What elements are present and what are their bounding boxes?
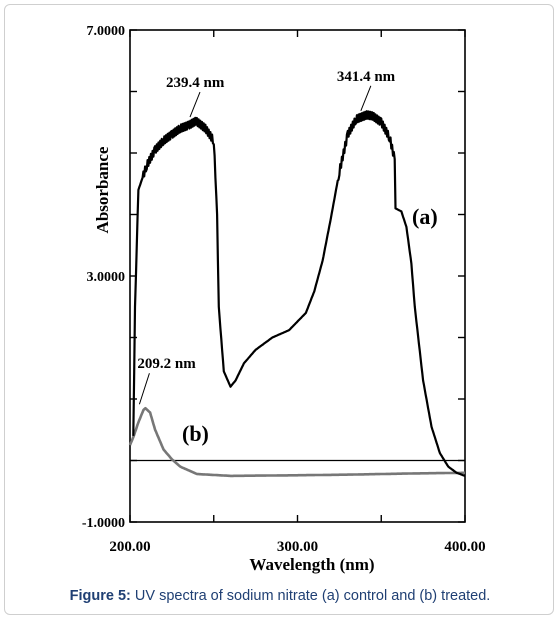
annotation-pointer	[189, 91, 201, 118]
x-tick-label: 200.00	[109, 539, 150, 555]
series-label-a: (a)	[412, 204, 438, 229]
y-axis-label: Absorbance	[93, 146, 112, 233]
uv-spectra-chart: -1.0000 3.0000 7.0000 200.00 300.00 400.00 23…	[82, 24, 486, 574]
peak-annotations: 239.4 nm 341.4 nm 209.2 nm	[137, 69, 396, 405]
x-axis-label: Wavelength (nm)	[249, 555, 374, 574]
annotation-pointer	[360, 85, 372, 112]
figure-caption: Figure 5: UV spectra of sodium nitrate (…	[0, 588, 560, 604]
annotation-pointer	[138, 373, 150, 405]
series-label-b: (b)	[182, 421, 209, 446]
y-tick-label: -1.0000	[82, 516, 125, 531]
x-tick-label: 400.00	[444, 539, 485, 555]
series-b-line	[128, 406, 466, 478]
caption-prefix: Figure 5:	[69, 588, 131, 604]
peak-annotation-label: 341.4 nm	[337, 69, 396, 85]
x-tick-label: 300.00	[277, 539, 318, 555]
caption-text: UV spectra of sodium nitrate (a) control…	[130, 588, 491, 604]
figure-frame	[4, 4, 554, 615]
plot-area	[129, 29, 466, 523]
y-tick-label: 3.0000	[87, 270, 126, 285]
axis-tick-labels: -1.0000 3.0000 7.0000 200.00 300.00 400.00	[82, 24, 486, 555]
y-tick-label: 7.0000	[87, 24, 126, 39]
series-a-line	[132, 110, 466, 477]
peak-annotation-label: 239.4 nm	[166, 75, 225, 91]
peak-annotation-label: 209.2 nm	[137, 356, 196, 372]
axis-ticks	[129, 29, 466, 523]
